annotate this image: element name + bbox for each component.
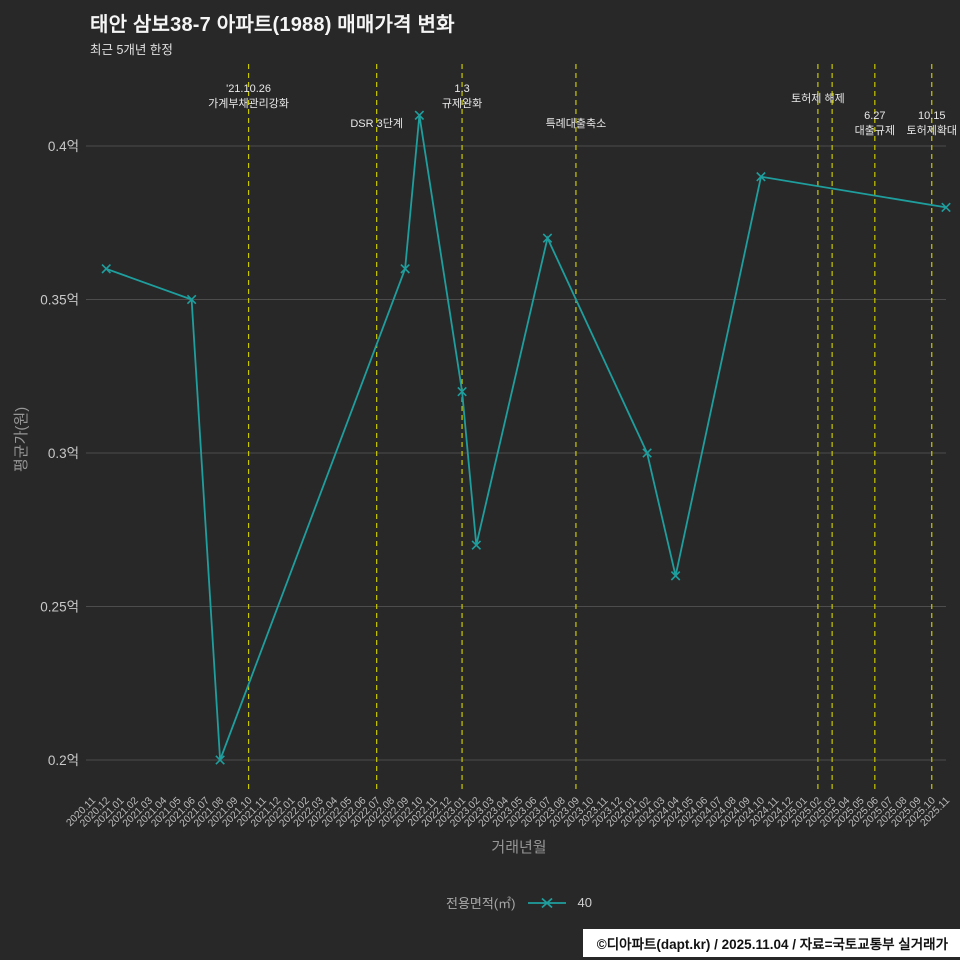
- annotation-label: 1.3: [454, 83, 469, 95]
- annotation-label: 가계부채관리강화: [208, 97, 289, 110]
- legend-title: 전용면적(㎡): [446, 896, 516, 911]
- price-line: [105, 115, 947, 761]
- data-point-marker: [101, 264, 111, 274]
- y-tick-label: 0.35억: [40, 293, 79, 308]
- y-axis-label: 평균가(원): [13, 406, 30, 472]
- annotation-label: 6.27: [864, 110, 885, 122]
- legend-series-label: 40: [577, 895, 592, 910]
- data-point-marker: [756, 171, 766, 182]
- annotation-label: DSR 3단계: [350, 117, 403, 130]
- y-tick-label: 0.3억: [48, 446, 79, 461]
- data-point-marker: [542, 233, 553, 243]
- data-point-marker: [215, 755, 225, 765]
- data-point-marker: [414, 110, 425, 121]
- y-tick-label: 0.4억: [48, 139, 79, 154]
- legend-marker-icon: [527, 897, 566, 908]
- data-point-marker: [186, 294, 197, 305]
- annotation-label: 대출규제: [855, 124, 895, 137]
- data-point-marker: [670, 571, 681, 581]
- legend: 전용면적(㎡) 40: [92, 893, 946, 912]
- data-point-marker: [457, 386, 467, 397]
- x-axis-label: 거래년월: [491, 839, 547, 856]
- data-point-marker: [642, 448, 652, 458]
- annotation-label: '21.10.26: [226, 83, 271, 95]
- data-point-marker: [400, 264, 410, 274]
- y-tick-label: 0.2억: [48, 753, 79, 768]
- annotation-label: 토허제 해제: [791, 91, 845, 105]
- chart-title: 태안 삼보38-7 아파트(1988) 매매가격 변화: [90, 14, 455, 36]
- y-tick-label: 0.25억: [40, 600, 79, 615]
- annotation-label: 특례대출축소: [546, 117, 607, 130]
- annotation-label: 10.15: [918, 110, 946, 122]
- chart-subtitle: 최근 5개년 한정: [90, 43, 173, 57]
- footer-credit: ©디아파트(dapt.kr) / 2025.11.04 / 자료=국토교통부 실…: [582, 929, 960, 957]
- data-point-marker: [471, 540, 482, 550]
- data-point-marker: [941, 202, 951, 213]
- annotation-label: 토허제확대: [906, 124, 957, 137]
- annotation-label: 규제완화: [442, 97, 482, 110]
